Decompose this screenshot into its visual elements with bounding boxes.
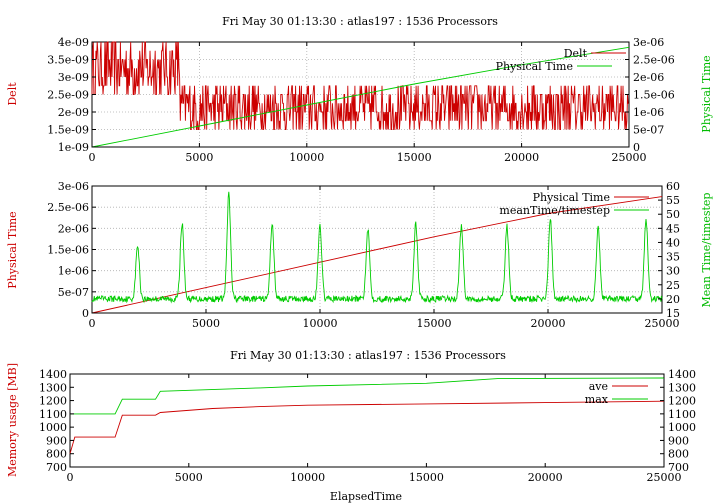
chart-2: 0 5000 10000 15000 20000 25000 0 5e-07 1e-06 1.5e… <box>6 180 713 330</box>
y2-tick-label: 0 <box>633 141 640 154</box>
x-tick-label: 20000 <box>531 317 566 330</box>
y2-tick-label: 30 <box>666 265 680 278</box>
chart-3-series <box>69 377 665 454</box>
chart-1-title: Fri May 30 01:13:30 : atlas197 : 1536 Pr… <box>222 15 498 28</box>
y-tick-label: 1e-09 <box>58 141 89 154</box>
x-tick-label: 10000 <box>290 471 325 484</box>
chart-2-y-axis-label: Physical Time <box>6 211 19 288</box>
y-tick-label: 0 <box>82 307 89 320</box>
y2-tick-label: 2e-06 <box>633 71 664 84</box>
y-tick-label: 1300 <box>39 381 67 394</box>
y-tick-label: 2.5e-06 <box>47 201 89 214</box>
y2-tick-label: 45 <box>666 222 680 235</box>
chart-1: Fri May 30 01:13:30 : atlas197 : 1536 Pr… <box>6 15 713 164</box>
ave-line <box>69 400 665 454</box>
y-tick-label: 1e-06 <box>58 265 89 278</box>
y2-tick-label: 1e-06 <box>633 106 664 119</box>
y2-tick-label: 800 <box>668 448 689 461</box>
x-tick-label: 20000 <box>504 151 539 164</box>
y-tick-label: 2e-09 <box>58 106 89 119</box>
x-tick-label: 0 <box>67 471 74 484</box>
chart-3-x-axis-label: ElapsedTime <box>330 490 402 503</box>
y-tick-label: 1200 <box>39 395 67 408</box>
y2-tick-label: 15 <box>666 307 680 320</box>
x-tick-label: 15000 <box>397 151 432 164</box>
chart-3-y-axis-label: Memory usage [MB] <box>6 363 19 477</box>
chart-3-plot-area <box>69 373 665 468</box>
y-tick-label: 1000 <box>39 421 67 434</box>
y2-tick-label: 1.5e-06 <box>633 89 675 102</box>
x-tick-label: 15000 <box>417 317 452 330</box>
chart-3-title: Fri May 30 01:13:30 : atlas197 : 1536 Pr… <box>230 349 506 362</box>
y2-tick-label: 1200 <box>668 395 696 408</box>
chart-3-legend-ave: ave <box>589 380 608 393</box>
y-tick-label: 1400 <box>39 368 67 381</box>
y2-tick-label: 50 <box>666 208 680 221</box>
chart-1-series <box>91 41 630 148</box>
mean-time-line <box>91 191 663 304</box>
delt-line <box>91 41 629 130</box>
y2-tick-label: 60 <box>666 180 680 193</box>
chart-3-ticks: 0 5000 10000 15000 20000 25000700800900100011… <box>39 368 696 484</box>
x-tick-label: 25000 <box>645 317 680 330</box>
y2-tick-label: 1400 <box>668 368 696 381</box>
y-tick-label: 5e-07 <box>58 286 89 299</box>
x-tick-label: 25000 <box>647 471 682 484</box>
y2-tick-label: 35 <box>666 251 680 264</box>
chart-1-ticks: 0 5000 10000 15000 20000 25000 1e-09 1.5e-09 2e-… <box>47 36 674 164</box>
y2-tick-label: 55 <box>666 194 680 207</box>
y-tick-label: 3.5e-09 <box>47 54 89 67</box>
y2-tick-label: 5e-07 <box>633 124 664 137</box>
y2-tick-label: 700 <box>668 461 689 474</box>
y-tick-label: 900 <box>46 434 67 447</box>
chart-1-y2-axis-label: Physical Time <box>700 55 713 132</box>
chart-1-y-axis-label: Delt <box>6 82 19 106</box>
chart-2-ticks: 0 5000 10000 15000 20000 25000 0 5e-07 1e-06 1.5e… <box>47 180 680 330</box>
y-tick-label: 800 <box>46 448 67 461</box>
x-tick-label: 25000 <box>612 151 647 164</box>
y2-tick-label: 1100 <box>668 408 696 421</box>
y-tick-label: 3e-06 <box>58 180 89 193</box>
chart-1-legend-delt: Delt <box>564 47 588 60</box>
x-tick-label: 10000 <box>303 317 338 330</box>
max-line <box>70 377 665 415</box>
x-tick-label: 5000 <box>175 471 203 484</box>
chart-2-y2-axis-label: Mean Time/timestep <box>700 193 713 308</box>
physical-time-line <box>91 46 630 148</box>
chart-1-legend-physical-time: Physical Time <box>496 60 573 73</box>
y-tick-label: 3e-09 <box>58 71 89 84</box>
y-tick-label: 4e-09 <box>58 36 89 49</box>
y-tick-label: 1.5e-09 <box>47 124 89 137</box>
x-tick-label: 15000 <box>409 471 444 484</box>
y2-tick-label: 2.5e-06 <box>633 54 675 67</box>
y-tick-label: 2.5e-09 <box>47 89 89 102</box>
y-tick-label: 2e-06 <box>58 222 89 235</box>
chart-2-legend-mean-time: meanTime/timestep <box>499 204 610 217</box>
x-tick-label: 20000 <box>528 471 563 484</box>
y2-tick-label: 40 <box>666 236 680 249</box>
physical-time-line <box>91 196 663 314</box>
x-tick-label: 10000 <box>289 151 324 164</box>
y-tick-label: 1.5e-06 <box>47 244 89 257</box>
chart-2-series <box>91 191 663 314</box>
x-tick-label: 0 <box>89 317 96 330</box>
y2-tick-label: 25 <box>666 279 680 292</box>
chart-2-grid <box>92 186 662 313</box>
y2-tick-label: 20 <box>666 293 680 306</box>
y2-tick-label: 900 <box>668 434 689 447</box>
y-tick-label: 1100 <box>39 408 67 421</box>
y2-tick-label: 1300 <box>668 381 696 394</box>
chart-3-legend-max: max <box>585 393 609 406</box>
y2-tick-label: 1000 <box>668 421 696 434</box>
chart-3: Fri May 30 01:13:30 : atlas197 : 1536 Pr… <box>6 349 696 503</box>
x-tick-label: 5000 <box>185 151 213 164</box>
y2-tick-label: 3e-06 <box>633 36 664 49</box>
x-tick-label: 0 <box>89 151 96 164</box>
chart-2-legend-physical-time: Physical Time <box>533 191 610 204</box>
y-tick-label: 700 <box>46 461 67 474</box>
x-tick-label: 5000 <box>192 317 220 330</box>
